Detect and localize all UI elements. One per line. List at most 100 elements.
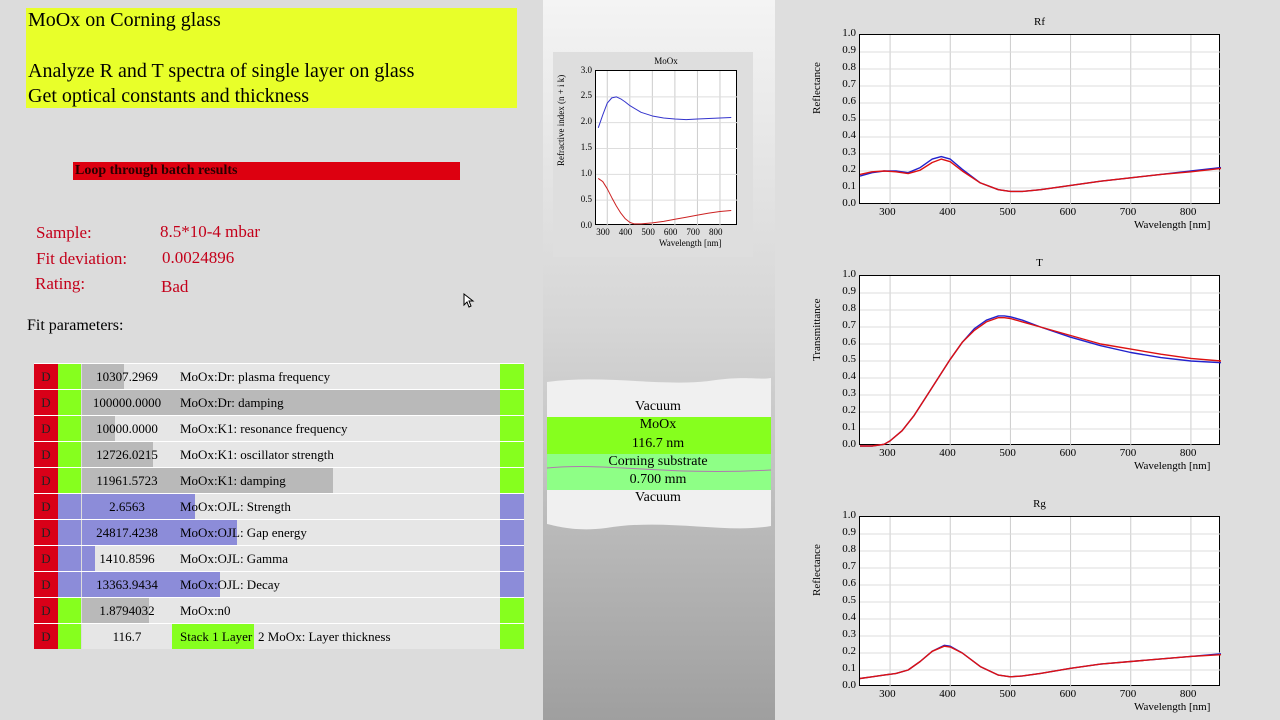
plot-area bbox=[859, 516, 1222, 687]
fit-deviation-label: Fit deviation: bbox=[36, 249, 128, 268]
parameter-range-track[interactable] bbox=[82, 364, 500, 389]
stack-layer-name[interactable]: MoOx bbox=[639, 417, 677, 432]
fit-parameter-row[interactable]: D Stack 1 Layer 2 MoOx: Layer thickness 116… bbox=[34, 623, 524, 649]
parameter-status-cell[interactable] bbox=[58, 364, 81, 389]
y-tick-label: 0.3 bbox=[842, 146, 856, 159]
parameter-value[interactable]: 2.6563 bbox=[109, 499, 145, 514]
parameter-fit-toggle[interactable] bbox=[500, 598, 524, 623]
parameter-name: MoOx:Dr: damping bbox=[180, 395, 284, 410]
y-axis-label: Transmittance bbox=[811, 298, 823, 361]
y-tick-label: 0.5 bbox=[842, 112, 856, 125]
parameter-value[interactable]: 10307.2969 bbox=[96, 369, 158, 384]
fit-parameter-row[interactable]: D MoOx:Dr: damping 100000.0000 bbox=[34, 389, 524, 415]
stack-bottom-medium: Vacuum bbox=[635, 490, 681, 505]
parameter-range-track[interactable] bbox=[82, 520, 500, 545]
x-tick-label: 700 bbox=[1119, 447, 1137, 459]
parameter-status-cell[interactable] bbox=[58, 442, 81, 467]
parameter-d-cell[interactable]: D bbox=[34, 364, 58, 389]
fit-parameter-row[interactable]: D MoOx:OJL: Strength 2.6563 bbox=[34, 493, 524, 519]
parameter-fit-toggle[interactable] bbox=[500, 624, 524, 649]
stack-substrate-name[interactable]: Corning substrate bbox=[608, 454, 708, 469]
rf-chart: Rf 300 400 500 600 700 800 0.0 0.1 0.2 0.3 0.4 0.5 0.… bbox=[800, 10, 1240, 238]
parameter-d-cell[interactable]: D bbox=[34, 468, 58, 493]
parameter-range-track[interactable] bbox=[82, 572, 500, 597]
parameter-value[interactable]: 116.7 bbox=[112, 629, 142, 644]
y-tick-label: 0.9 bbox=[842, 526, 856, 539]
parameter-range-track[interactable] bbox=[82, 468, 500, 493]
x-tick-label: 300 bbox=[879, 688, 896, 700]
x-tick-label: 800 bbox=[1179, 688, 1197, 700]
fit-parameter-row[interactable]: D MoOx:OJL: Gamma 1410.8596 bbox=[34, 545, 524, 571]
parameter-fit-toggle[interactable] bbox=[500, 468, 524, 493]
parameter-status-cell[interactable] bbox=[58, 390, 81, 415]
parameter-fit-toggle[interactable] bbox=[500, 572, 524, 597]
parameter-d-cell[interactable]: D bbox=[34, 416, 58, 441]
y-tick-label: 0.8 bbox=[842, 543, 856, 556]
parameter-value[interactable]: 13363.9434 bbox=[96, 577, 158, 592]
parameter-status-cell[interactable] bbox=[58, 468, 81, 493]
parameter-range-track[interactable] bbox=[82, 598, 500, 623]
fit-parameter-row[interactable]: D MoOx:OJL: Gap energy 24817.4238 bbox=[34, 519, 524, 545]
y-tick-label: 1.0 bbox=[580, 167, 592, 178]
parameter-d-cell[interactable]: D bbox=[34, 494, 58, 519]
y-tick-label: 0.2 bbox=[842, 645, 856, 658]
x-tick-label: 700 bbox=[686, 227, 700, 237]
parameter-range-track[interactable] bbox=[82, 494, 500, 519]
parameter-d-cell[interactable]: D bbox=[34, 520, 58, 545]
parameter-range-track[interactable] bbox=[82, 390, 500, 415]
y-tick-label: 0.4 bbox=[842, 370, 856, 383]
parameter-d-cell[interactable]: D bbox=[34, 572, 58, 597]
parameter-fit-toggle[interactable] bbox=[500, 520, 524, 545]
parameter-fit-toggle[interactable] bbox=[500, 442, 524, 467]
plot-svg bbox=[860, 276, 1222, 447]
parameter-d-cell[interactable]: D bbox=[34, 390, 58, 415]
fit-parameter-row[interactable]: D MoOx:K1: resonance frequency 10000.0000 bbox=[34, 415, 524, 441]
loop-batch-results-button[interactable]: Loop through batch results bbox=[73, 162, 460, 180]
parameter-value[interactable]: 1410.8596 bbox=[99, 551, 155, 566]
parameter-value[interactable]: 24817.4238 bbox=[96, 525, 158, 540]
parameter-name: MoOx:OJL: Decay bbox=[180, 577, 281, 592]
parameter-fit-toggle[interactable] bbox=[500, 390, 524, 415]
x-tick-label: 800 bbox=[1179, 206, 1197, 218]
y-tick-label: 0.7 bbox=[842, 319, 856, 332]
parameter-range-track[interactable] bbox=[82, 442, 500, 467]
y-tick-label: 1.0 bbox=[842, 27, 856, 40]
parameter-status-cell[interactable] bbox=[58, 520, 81, 545]
fit-parameter-row[interactable]: D MoOx:OJL: Decay 13363.9434 bbox=[34, 571, 524, 597]
fit-parameter-row[interactable]: D MoOx:K1: damping 11961.5723 bbox=[34, 467, 524, 493]
x-axis-label: Wavelength [nm] bbox=[1134, 701, 1211, 713]
parameter-name: MoOx:n0 bbox=[180, 603, 231, 618]
parameter-d-cell[interactable]: D bbox=[34, 624, 58, 649]
plot-area bbox=[859, 34, 1222, 205]
parameter-value[interactable]: 10000.0000 bbox=[96, 421, 158, 436]
fit-parameter-row[interactable]: D MoOx:Dr: plasma frequency 10307.2969 bbox=[34, 363, 524, 389]
parameter-range-bar bbox=[82, 416, 116, 441]
parameter-value[interactable]: 12726.0215 bbox=[96, 447, 158, 462]
parameter-value[interactable]: 100000.0000 bbox=[92, 395, 162, 410]
x-tick-label: 500 bbox=[999, 447, 1016, 459]
parameter-status-cell[interactable] bbox=[58, 624, 81, 649]
parameter-range-track[interactable] bbox=[82, 624, 500, 649]
parameter-name: 2 MoOx: Layer thickness bbox=[258, 629, 391, 644]
parameter-fit-toggle[interactable] bbox=[500, 546, 524, 571]
parameter-status-cell[interactable] bbox=[58, 416, 81, 441]
y-tick-label: 0.4 bbox=[842, 129, 856, 142]
parameter-fit-toggle[interactable] bbox=[500, 416, 524, 441]
parameter-value[interactable]: 11961.5723 bbox=[96, 473, 158, 488]
parameter-range-track[interactable] bbox=[82, 546, 500, 571]
parameter-d-cell[interactable]: D bbox=[34, 546, 58, 571]
parameter-fit-toggle[interactable] bbox=[500, 494, 524, 519]
parameter-d-cell[interactable]: D bbox=[34, 442, 58, 467]
parameter-status-cell[interactable] bbox=[58, 546, 81, 571]
fit-parameter-row[interactable]: D MoOx:n0 1.8794032 bbox=[34, 597, 524, 623]
parameter-status-cell[interactable] bbox=[58, 494, 81, 519]
parameter-range-bar bbox=[82, 468, 333, 493]
parameter-range-track[interactable] bbox=[82, 416, 500, 441]
parameter-d-cell[interactable]: D bbox=[34, 598, 58, 623]
fit-parameter-row[interactable]: D MoOx:K1: oscillator strength 12726.0215 bbox=[34, 441, 524, 467]
parameter-status-cell[interactable] bbox=[58, 572, 81, 597]
parameter-fit-toggle[interactable] bbox=[500, 364, 524, 389]
parameter-status-cell[interactable] bbox=[58, 598, 81, 623]
parameter-value[interactable]: 1.8794032 bbox=[99, 603, 155, 618]
y-tick-label: 0.4 bbox=[842, 611, 856, 624]
